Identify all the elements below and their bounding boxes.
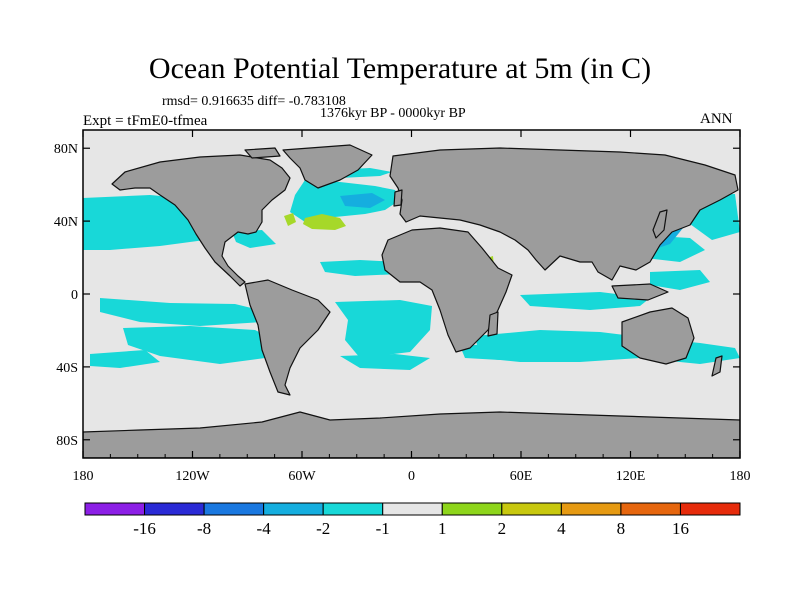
- labrador-deep-cool-patch: [340, 193, 385, 208]
- gulf-stream-warm-patch-2: [284, 213, 296, 226]
- experiment-label: Expt = tFmE0-tfmea: [83, 113, 208, 129]
- eurasia-land: [389, 147, 739, 281]
- colorbar-box: [144, 502, 205, 516]
- north-america-land: [111, 154, 291, 287]
- colorbar-label: -8: [197, 519, 211, 538]
- australia-land: [621, 307, 695, 365]
- colorbar-box: [382, 502, 443, 516]
- colorbar-label: 2: [498, 519, 507, 538]
- colorbar-label: 4: [557, 519, 566, 538]
- colorbar-box: [203, 502, 265, 516]
- britain-land: [393, 189, 403, 207]
- colorbar-box: [560, 502, 622, 516]
- maritime-cool-patch: [650, 270, 710, 290]
- colorbar-label: 1: [438, 519, 447, 538]
- map-field: [83, 144, 740, 458]
- japan-land: [652, 209, 668, 239]
- stats-text: rmsd= 0.916635 diff= -0.783108: [162, 94, 346, 109]
- y-tick-label: 80N: [54, 142, 78, 157]
- indonesia-land: [611, 283, 669, 301]
- x-tick-label: 120W: [175, 469, 210, 484]
- chart-title: Ocean Potential Temperature at 5m (in C): [148, 52, 652, 85]
- colorbar-box: [501, 502, 562, 516]
- x-tick-label: 60W: [288, 469, 316, 484]
- gulf-of-mexico-cool-patch: [232, 230, 276, 248]
- colorbar-label: 8: [617, 519, 626, 538]
- colorbar-label: -1: [376, 519, 390, 538]
- y-tick-label: 40N: [54, 215, 78, 230]
- greenland-land: [282, 144, 373, 189]
- y-tick-label: 40S: [56, 361, 78, 376]
- y-axis: 80N 40N 0 40S 80S: [54, 142, 740, 449]
- colorbar-box: [322, 502, 384, 516]
- arctic-islands-land: [244, 147, 281, 159]
- east-pacific-cool-patch: [100, 298, 268, 326]
- south-america-land: [244, 279, 331, 396]
- colorbar-label: -16: [133, 519, 156, 538]
- colorbar-box: [620, 502, 681, 516]
- x-axis: 180 120W 60W 0 60E 120E 180: [73, 130, 751, 484]
- north-pacific-cool-patch-2: [83, 222, 180, 244]
- colorbar-box: [84, 502, 146, 516]
- africa-land: [381, 227, 513, 353]
- x-tick-label: 0: [408, 469, 415, 484]
- period-text: 1376kyr BP - 0000kyr BP: [320, 106, 466, 121]
- colorbar-box: [679, 502, 741, 516]
- land-layer: [83, 144, 740, 458]
- madagascar-land: [487, 311, 499, 337]
- gulf-stream-warm-patch: [303, 214, 346, 230]
- south-atlantic-cool-patch-2: [340, 354, 430, 370]
- antarctica-land: [83, 411, 740, 458]
- colorbar-label: 16: [672, 519, 689, 538]
- colorbar-box: [441, 502, 503, 516]
- season-label: ANN: [700, 111, 733, 127]
- x-tick-label: 180: [73, 469, 94, 484]
- colorbar-label: -2: [316, 519, 330, 538]
- colorbar: -16 -8 -4 -2 -1 1 2 4 8 16: [84, 502, 741, 538]
- south-indian-cool-patch: [460, 342, 530, 360]
- colorbar-label: -4: [257, 519, 272, 538]
- x-tick-label: 120E: [616, 469, 646, 484]
- y-tick-label: 80S: [56, 434, 78, 449]
- new-zealand-land: [711, 355, 723, 377]
- south-atlantic-cool-patch: [335, 300, 432, 358]
- y-tick-label: 0: [71, 288, 78, 303]
- colorbar-box: [263, 502, 324, 516]
- south-pacific-cool-patch-2: [90, 350, 160, 368]
- x-tick-label: 60E: [510, 469, 533, 484]
- x-tick-label: 180: [730, 469, 751, 484]
- south-pacific-cool-patch: [123, 326, 275, 364]
